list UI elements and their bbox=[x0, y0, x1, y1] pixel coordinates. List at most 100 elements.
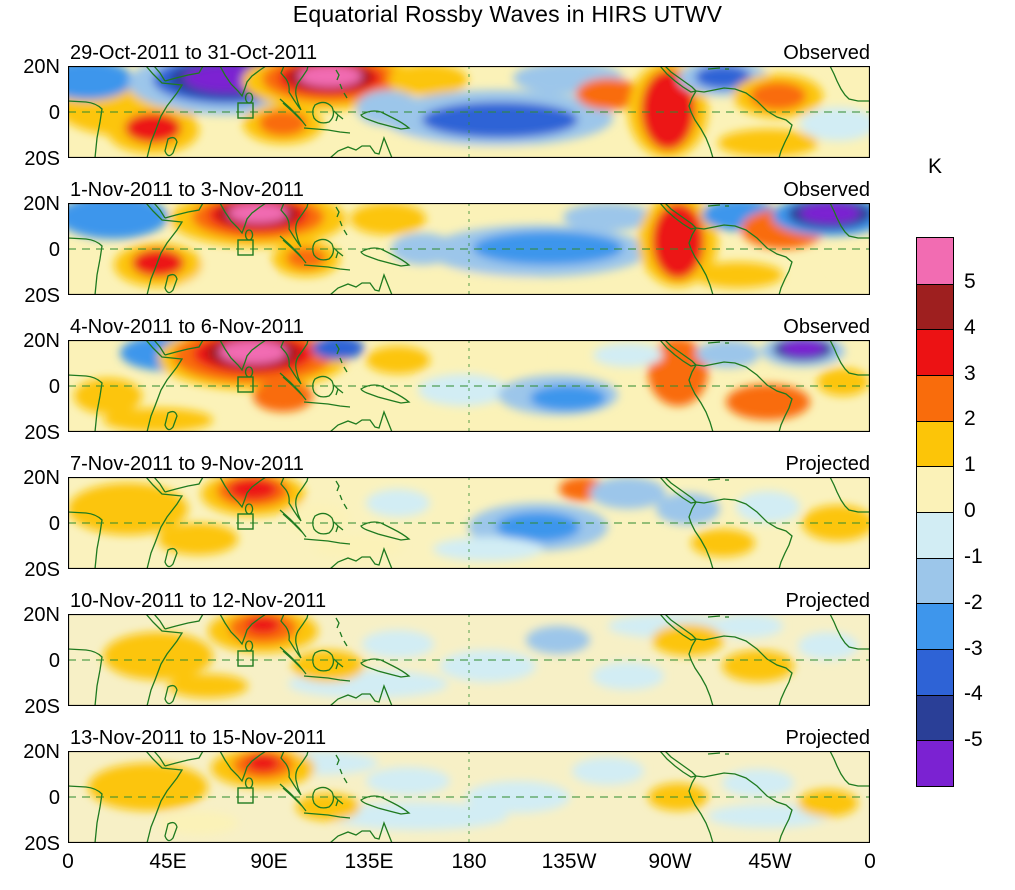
lat-tick-20n: 20N bbox=[23, 604, 60, 626]
lat-tick-eq: 0 bbox=[48, 513, 60, 535]
colorbar-segment bbox=[917, 740, 953, 786]
panel-status: Observed bbox=[783, 179, 870, 201]
map-svg bbox=[67, 613, 871, 707]
lat-tick-20n: 20N bbox=[23, 330, 60, 352]
lat-tick-20n: 20N bbox=[23, 741, 60, 763]
panel-6-header: 13-Nov-2011 to 15-Nov-2011 Projected bbox=[68, 727, 870, 751]
panel-date-range: 7-Nov-2011 to 9-Nov-2011 bbox=[70, 453, 304, 475]
colorbar-tick-label: -3 bbox=[964, 636, 983, 660]
panel-date-range: 29-Oct-2011 to 31-Oct-2011 bbox=[70, 42, 318, 64]
lat-tick-20s: 20S bbox=[24, 559, 60, 581]
anomaly-field bbox=[103, 614, 858, 698]
lat-tick-eq: 0 bbox=[48, 239, 60, 261]
map-svg bbox=[67, 202, 871, 296]
coastlines bbox=[68, 614, 870, 706]
lon-tick: 45E bbox=[149, 850, 187, 873]
map-frame bbox=[67, 65, 871, 159]
colorbar-tick-label: 1 bbox=[964, 453, 976, 477]
colorbar-tick-label: 5 bbox=[964, 269, 976, 293]
colorbar-unit-label: K bbox=[927, 155, 942, 178]
lon-axis: 0 45E 90E 135E 180 135W 90W 45W 0 bbox=[62, 850, 876, 880]
colorbar-tick-label: -5 bbox=[964, 728, 983, 752]
colorbar-tick-label: 4 bbox=[964, 315, 976, 339]
coastlines bbox=[68, 751, 870, 843]
colorbar-tick-label: 3 bbox=[964, 361, 976, 385]
panel-5: 10-Nov-2011 to 12-Nov-2011 Projected 20N… bbox=[0, 590, 1015, 718]
panel-date-range: 13-Nov-2011 to 15-Nov-2011 bbox=[70, 727, 327, 749]
panel-status: Projected bbox=[785, 727, 871, 749]
lon-tick: 135W bbox=[541, 850, 597, 873]
anomaly-field bbox=[88, 751, 858, 835]
colorbar-tick-label: 2 bbox=[964, 407, 976, 431]
panel-date-range: 4-Nov-2011 to 6-Nov-2011 bbox=[70, 316, 304, 338]
map-frame bbox=[67, 613, 871, 707]
colorbar-segment bbox=[917, 648, 953, 695]
region-marker-box bbox=[237, 650, 254, 667]
panel-6: 13-Nov-2011 to 15-Nov-2011 Projected 20N… bbox=[0, 727, 1015, 855]
lat-tick-20s: 20S bbox=[24, 285, 60, 307]
panel-1-header: 29-Oct-2011 to 31-Oct-2011 Observed bbox=[68, 42, 870, 66]
coastlines bbox=[68, 66, 870, 158]
colorbar-segment bbox=[917, 283, 953, 330]
colorbar-segment bbox=[917, 511, 953, 558]
panel-1: 29-Oct-2011 to 31-Oct-2011 Observed 20N … bbox=[0, 42, 1015, 170]
map-panel-1 bbox=[67, 65, 871, 159]
panel-4-header: 7-Nov-2011 to 9-Nov-2011 Projected bbox=[68, 453, 870, 477]
panel-status: Observed bbox=[783, 316, 870, 338]
lat-tick-20s: 20S bbox=[24, 696, 60, 718]
colorbar-tick-label: -4 bbox=[964, 682, 983, 706]
lat-tick-eq: 0 bbox=[48, 787, 60, 809]
lat-tick-20s: 20S bbox=[24, 833, 60, 855]
region-marker-box bbox=[237, 102, 254, 119]
region-marker-box bbox=[237, 513, 254, 530]
lon-tick: 90W bbox=[648, 850, 692, 873]
map-svg bbox=[67, 339, 871, 433]
map-svg bbox=[67, 750, 871, 844]
figure-title: Equatorial Rossby Waves in HIRS UTWV bbox=[292, 1, 723, 27]
lat-tick-eq: 0 bbox=[48, 102, 60, 124]
colorbar-segment bbox=[917, 374, 953, 421]
region-marker-box bbox=[237, 239, 254, 256]
map-panel-3 bbox=[67, 339, 871, 433]
panel-status: Projected bbox=[785, 453, 871, 475]
lat-tick-20s: 20S bbox=[24, 422, 60, 444]
panel-2-header: 1-Nov-2011 to 3-Nov-2011 Observed bbox=[68, 179, 870, 203]
lon-tick: 180 bbox=[451, 850, 487, 873]
panel-status: Observed bbox=[783, 42, 870, 64]
coastlines bbox=[68, 477, 870, 569]
lon-tick: 0 bbox=[62, 850, 74, 873]
colorbar-segment bbox=[917, 420, 953, 467]
anomaly-field bbox=[68, 203, 870, 295]
map-panel-2 bbox=[67, 202, 871, 296]
map-panel-6 bbox=[67, 750, 871, 844]
anomaly-field bbox=[68, 477, 870, 561]
lon-tick: 135E bbox=[344, 850, 394, 873]
colorbar-tick-label: -2 bbox=[964, 590, 983, 614]
map-svg bbox=[67, 476, 871, 570]
panel-5-header: 10-Nov-2011 to 12-Nov-2011 Projected bbox=[68, 590, 870, 614]
colorbar-tick-label: -1 bbox=[964, 544, 983, 568]
map-frame bbox=[67, 339, 871, 433]
lat-tick-eq: 0 bbox=[48, 376, 60, 398]
colorbar-segment bbox=[917, 466, 953, 512]
map-panel-4 bbox=[67, 476, 871, 570]
colorbar bbox=[916, 237, 954, 787]
colorbar-tick-labels: 5 4 3 2 1 0 -1 -2 -3 -4 -5 bbox=[964, 237, 1012, 787]
panel-date-range: 1-Nov-2011 to 3-Nov-2011 bbox=[70, 179, 304, 201]
panel-date-range: 10-Nov-2011 to 12-Nov-2011 bbox=[70, 590, 327, 612]
lat-tick-20n: 20N bbox=[23, 56, 60, 78]
colorbar-segment bbox=[917, 557, 953, 604]
colorbar-segment bbox=[917, 603, 953, 649]
map-frame bbox=[67, 202, 871, 296]
colorbar-segment bbox=[917, 694, 953, 741]
lon-tick: 0 bbox=[864, 850, 876, 873]
lat-tick-20s: 20S bbox=[24, 148, 60, 170]
lat-tick-eq: 0 bbox=[48, 650, 60, 672]
panel-3-header: 4-Nov-2011 to 6-Nov-2011 Observed bbox=[68, 316, 870, 340]
lat-tick-20n: 20N bbox=[23, 193, 60, 215]
panel-2: 1-Nov-2011 to 3-Nov-2011 Observed 20N 0 … bbox=[0, 179, 1015, 307]
panel-status: Projected bbox=[785, 590, 871, 612]
anomaly-field bbox=[68, 66, 870, 158]
colorbar-segment bbox=[917, 329, 953, 375]
